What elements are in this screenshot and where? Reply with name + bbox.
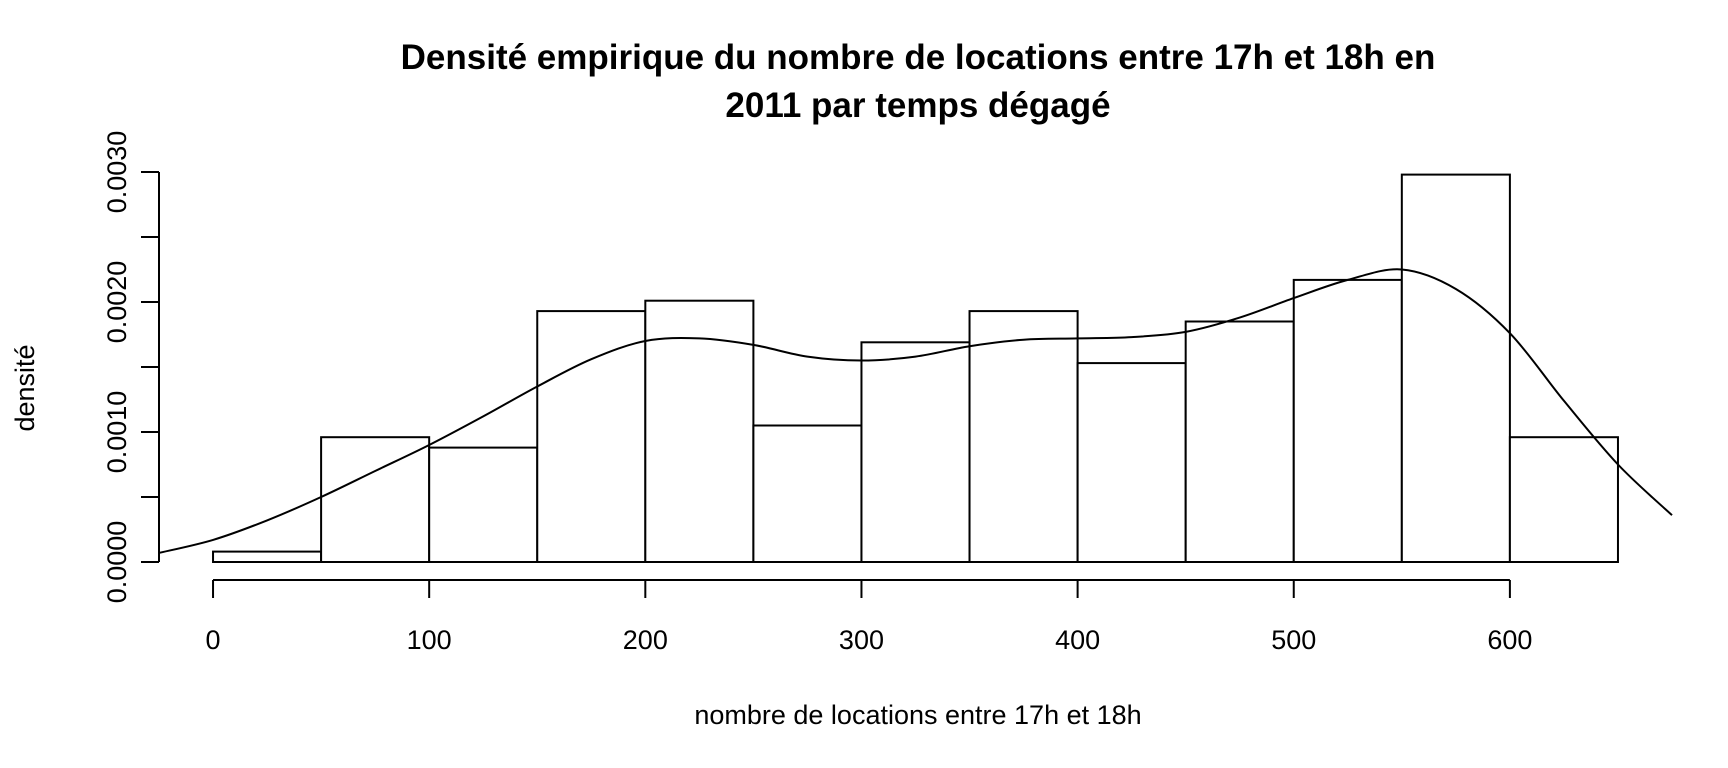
- histogram-bar: [1400, 173, 1511, 563]
- histogram-bar: [212, 550, 323, 563]
- chart-title-line-2: 2011 par temps dégagé: [725, 86, 1110, 125]
- histogram-bar: [1292, 278, 1403, 563]
- x-tick-label: 0: [206, 625, 221, 655]
- histogram-bar: [1508, 436, 1619, 564]
- x-axis-label: nombre de locations entre 17h et 18h: [694, 700, 1141, 730]
- y-tick-label: 0.0000: [102, 521, 132, 604]
- histogram-bar: [752, 424, 863, 563]
- histogram-bars: [212, 173, 1619, 564]
- x-tick-label: 300: [839, 625, 884, 655]
- histogram-bar: [644, 299, 755, 563]
- x-tick-label: 400: [1055, 625, 1100, 655]
- y-tick-label: 0.0020: [102, 261, 132, 344]
- y-axis: 0.0000 0.0010 0.0020 0.0030: [102, 131, 160, 604]
- x-tick-label: 100: [407, 625, 452, 655]
- histogram-bar: [320, 436, 431, 564]
- x-axis: 0 100 200 300 400 500 600: [206, 579, 1532, 655]
- chart-title-line-1: Densité empirique du nombre de locations…: [401, 38, 1436, 77]
- x-tick-label: 500: [1271, 625, 1316, 655]
- y-axis-label: densité: [10, 344, 40, 431]
- y-tick-label: 0.0010: [102, 391, 132, 474]
- histogram-bar: [1184, 320, 1295, 563]
- x-tick-label: 200: [623, 625, 668, 655]
- y-tick-label: 0.0030: [102, 131, 132, 214]
- histogram-bar: [968, 310, 1079, 563]
- histogram-bar: [428, 446, 539, 564]
- density-curve: [158, 268, 1673, 554]
- histogram-bar: [536, 310, 647, 563]
- histogram-bar: [860, 341, 971, 563]
- histogram-bar: [1076, 362, 1187, 563]
- x-tick-label: 600: [1487, 625, 1532, 655]
